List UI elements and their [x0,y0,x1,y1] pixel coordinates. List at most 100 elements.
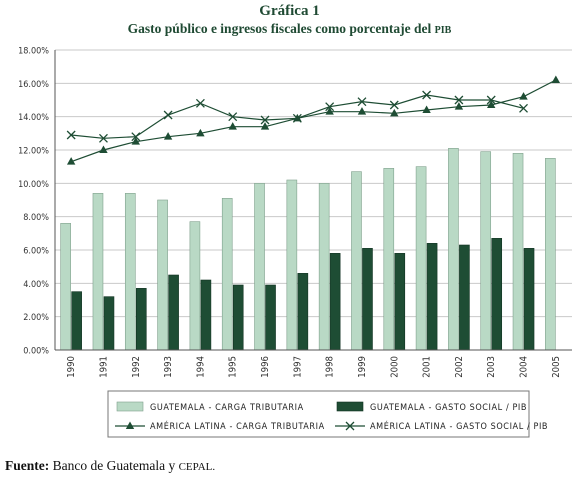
bars [60,148,556,351]
bar-carga-tributaria-guatemala [92,193,104,351]
marker-triangle [260,122,270,130]
bar-carga-tributaria-guatemala [415,166,427,351]
x-tick-label: 2003 [486,356,497,378]
line-carga-tributaria-america-latina [70,79,557,163]
bar-carga-tributaria-guatemala [448,148,459,351]
marker-x [228,112,238,122]
marker-x [325,102,335,112]
x-tick-label: 1990 [66,356,77,378]
bar-gasto-social-guatemala [297,273,309,351]
marker-triangle [131,137,140,145]
x-tick-label: 1996 [260,356,271,378]
x-tick-label: 1991 [98,356,109,378]
bar-carga-tributaria-guatemala [124,193,136,351]
bar-carga-tributaria-guatemala [221,198,233,351]
marker-triangle [357,107,367,115]
chart-subtitle-text: Gasto público e ingresos fiscales como p… [127,21,432,36]
x-tick-label: 1993 [163,356,174,378]
y-tick-label: 18.00% [18,47,49,57]
y-tick-label: 12.00% [18,147,49,157]
chart-subtitle: Gasto público e ingresos fiscales como p… [0,20,579,39]
bar-gasto-social-guatemala [135,288,147,351]
x-tick-label: 2000 [389,356,400,378]
bar-gasto-social-guatemala [426,243,438,351]
marker-x [99,133,108,143]
marker-x [519,103,528,113]
source-abbr: CEPAL. [178,461,216,473]
bar-gasto-social-guatemala [265,284,276,351]
bar-gasto-social-guatemala [394,253,406,351]
bar-gasto-social-guatemala [200,279,212,351]
y-tick-label: 8.00% [23,213,49,223]
y-tick-label: 6.00% [23,247,49,257]
chart-title: Gráfica 1 [259,3,320,19]
bar-gasto-social-guatemala [523,248,535,351]
x-tick-label: 1995 [228,356,239,378]
lines [66,75,561,165]
marker-x [357,97,367,107]
marker-triangle [487,100,496,108]
source-label: Fuente: [5,458,50,473]
bar-carga-tributaria-guatemala [480,151,492,351]
legend-marker-triangle [125,421,135,429]
marker-triangle [390,108,399,117]
bar-gasto-social-guatemala [168,274,179,351]
bar-carga-tributaria-guatemala [383,168,395,351]
bar-carga-tributaria-guatemala [254,183,265,351]
bar-carga-tributaria-guatemala [545,158,556,351]
marker-triangle [163,132,173,140]
marker-x [389,100,399,110]
legend-swatch-carga-tributaria-guatemala [116,401,144,412]
y-tick-label: 14.00% [18,113,49,123]
marker-x [292,113,302,123]
marker-x [195,98,205,108]
legend: GUATEMALA - CARGA TRIBUTARIA GUATEMALA - … [107,390,548,438]
marker-triangle [66,157,76,165]
bar-carga-tributaria-guatemala [157,199,168,351]
y-tick-label: 2.00% [23,313,49,323]
marker-triangle [422,105,431,113]
legend-label: GUATEMALA - GASTO SOCIAL / PIB [370,403,527,413]
chart-subtitle-abbr: PIB [434,25,452,36]
bar-carga-tributaria-guatemala [512,153,524,351]
marker-triangle [196,128,205,137]
legend-label: AMÉRICA LATINA - CARGA TRIBUTARIA [150,420,325,432]
x-tick-label: 1994 [195,356,206,378]
x-tick-label: 1992 [131,356,142,378]
bar-gasto-social-guatemala [362,248,373,351]
y-tick-label: 10.00% [18,180,49,190]
marker-x [66,130,76,140]
legend-box [107,390,530,438]
y-tick-label: 4.00% [23,280,49,290]
bar-carga-tributaria-guatemala [60,223,71,351]
marker-x [454,95,464,105]
bar-gasto-social-guatemala [459,244,470,351]
y-tick-label: 16.00% [18,80,49,90]
source-text: Banco de Guatemala y [52,458,176,473]
marker-x [131,132,141,142]
marker-x [422,90,432,100]
marker-x [163,110,173,120]
legend-label: GUATEMALA - CARGA TRIBUTARIA [150,403,304,413]
bar-carga-tributaria-guatemala [286,179,298,351]
bar-gasto-social-guatemala [232,284,244,351]
y-tick-label: 0.00% [23,347,49,357]
x-tick-label: 2004 [519,356,530,378]
bar-gasto-social-guatemala [103,296,115,351]
legend-marker-x [345,421,355,431]
x-tick-label: 1998 [325,356,336,378]
marker-triangle [228,122,237,130]
marker-triangle [325,107,334,115]
bar-gasto-social-guatemala [71,291,82,351]
marker-x [486,95,496,105]
legend-label: AMÉRICA LATINA - GASTO SOCIAL / PIB [370,420,548,432]
marker-triangle [519,92,528,100]
bar-gasto-social-guatemala [329,253,341,351]
bar-carga-tributaria-guatemala [189,221,201,351]
x-tick-label: 2002 [454,356,465,378]
x-axis-ticks: 1990 1991 1992 1993 1994 1995 1996 1997 1998 1999… [66,356,562,378]
source-note: Fuente: Banco de Guatemala y CEPAL. [5,458,215,474]
marker-triangle [551,75,561,83]
bar-carga-tributaria-guatemala [318,183,330,351]
